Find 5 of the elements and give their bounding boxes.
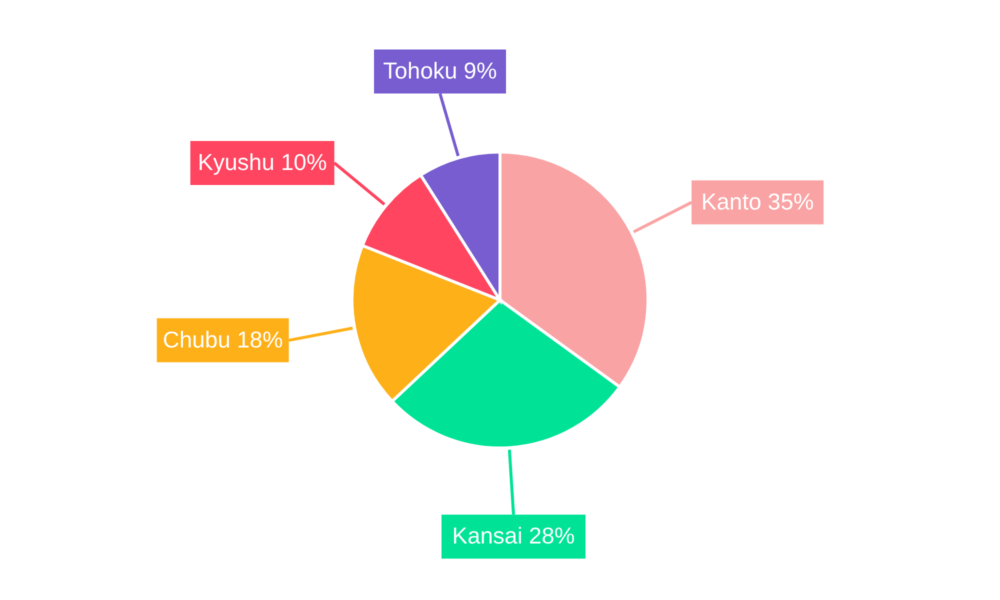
slice-label: Kansai 28% bbox=[452, 522, 575, 549]
slice-label: Tohoku 9% bbox=[383, 58, 497, 84]
slice-label: Kanto 35% bbox=[701, 188, 814, 214]
slice-label: Kyushu 10% bbox=[198, 148, 327, 175]
slice-label: Chubu 18% bbox=[162, 326, 283, 352]
